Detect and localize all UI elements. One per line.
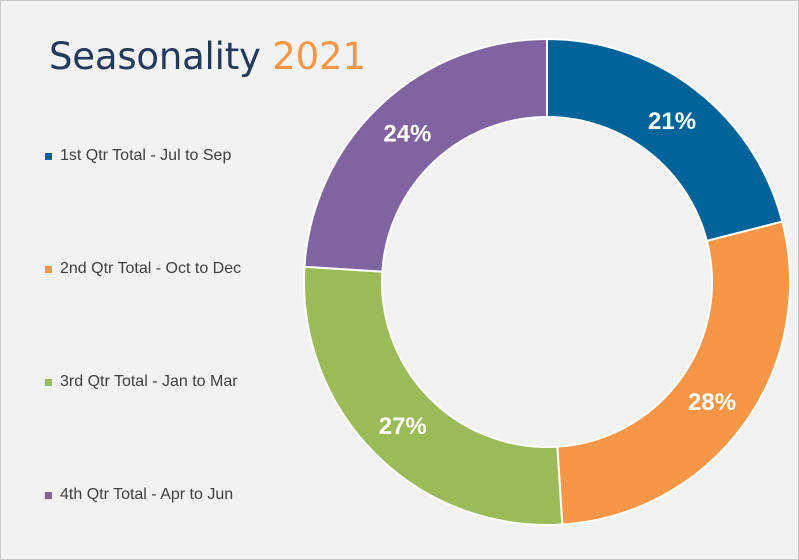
legend-item-3: 3rd Qtr Total - Jan to Mar	[45, 373, 238, 391]
legend-swatch	[45, 378, 52, 386]
chart-title: Seasonality 2021	[49, 33, 366, 81]
legend-item-2: 2nd Qtr Total - Oct to Dec	[45, 260, 241, 278]
chart-title-main: Seasonality	[49, 35, 273, 78]
legend-swatch	[45, 152, 52, 160]
legend-label: 4th Qtr Total - Apr to Jun	[60, 486, 234, 503]
legend-label: 2nd Qtr Total - Oct to Dec	[60, 260, 242, 277]
legend-swatch	[45, 491, 52, 499]
chart-title-year: 2021	[272, 35, 366, 78]
data-label-2: 28%	[688, 389, 736, 416]
legend-item-4: 4th Qtr Total - Apr to Jun	[45, 486, 233, 504]
legend-swatch	[45, 265, 52, 273]
data-label-1: 21%	[648, 108, 696, 135]
donut-slice-3	[303, 265, 564, 526]
donut-slice-2	[556, 220, 791, 526]
donut-slice-4	[303, 37, 548, 273]
donut-slice-1	[546, 37, 784, 243]
legend-item-1: 1st Qtr Total - Jul to Sep	[45, 147, 231, 165]
legend-label: 3rd Qtr Total - Jan to Mar	[60, 373, 238, 390]
data-label-4: 24%	[383, 120, 431, 147]
data-label-3: 27%	[379, 413, 427, 440]
legend-label: 1st Qtr Total - Jul to Sep	[60, 147, 232, 164]
